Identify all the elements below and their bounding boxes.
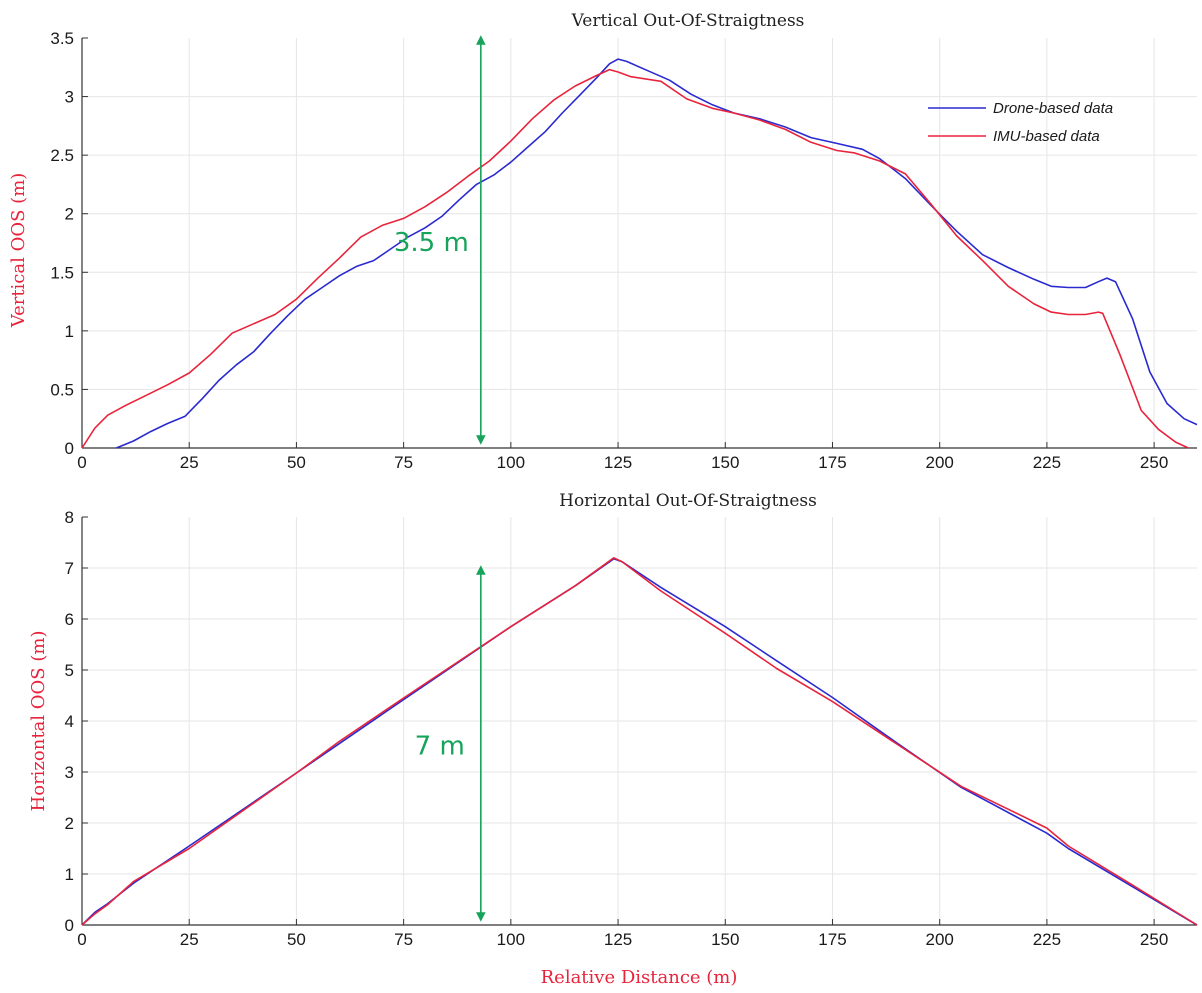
y-tick-label: 3.5 — [50, 29, 74, 48]
legend: Drone-based data IMU-based data — [928, 100, 1113, 145]
y-tick-label: 7 — [65, 559, 74, 578]
y-tick-label: 8 — [65, 508, 74, 527]
x-tick-label: 50 — [287, 453, 306, 472]
series-line-drone — [81, 558, 1198, 926]
axes-frame — [81, 38, 1197, 449]
x-tick-label: 250 — [1140, 453, 1168, 472]
range-label: 3.5 m — [394, 228, 469, 258]
x-tick-label: 175 — [818, 453, 846, 472]
horizontal-oos-chart: Horizontal Out-Of-Straigtness Horizontal… — [28, 491, 1198, 988]
series-line-imu — [81, 68, 1189, 449]
x-ticks: 0 25 50 75 100 125 150 175 200 225 250 — [77, 919, 1168, 949]
y-tick-label: 0 — [65, 439, 74, 458]
x-tick-label: 50 — [287, 930, 306, 949]
series-line-imu — [81, 557, 1198, 926]
grid — [82, 517, 1197, 925]
x-tick-label: 225 — [1033, 930, 1061, 949]
x-tick-label: 125 — [604, 453, 632, 472]
chart-title: Horizontal Out-Of-Straigtness — [559, 491, 817, 511]
y-ticks: 0 1 2 3 4 5 6 7 8 — [65, 508, 88, 935]
x-tick-label: 0 — [77, 930, 86, 949]
x-tick-label: 250 — [1140, 930, 1168, 949]
range-annotation: 7 m — [415, 565, 486, 922]
series-lines — [81, 58, 1198, 449]
y-tick-label: 2 — [65, 814, 74, 833]
series-lines — [81, 557, 1198, 926]
x-tick-label: 75 — [394, 453, 413, 472]
y-tick-label: 3 — [65, 763, 74, 782]
x-tick-label: 150 — [711, 930, 739, 949]
y-axis-label: Horizontal OOS (m) — [28, 631, 49, 812]
range-annotation: 3.5 m — [394, 35, 486, 445]
x-ticks: 0 25 50 75 100 125 150 175 200 225 250 — [77, 442, 1168, 472]
y-axis-label: Vertical OOS (m) — [8, 173, 29, 329]
x-tick-label: 150 — [711, 453, 739, 472]
y-tick-label: 1 — [65, 865, 74, 884]
chart-title: Vertical Out-Of-Straigtness — [571, 11, 805, 31]
x-tick-label: 25 — [180, 453, 199, 472]
x-tick-label: 200 — [926, 453, 954, 472]
legend-label-imu: IMU-based data — [993, 128, 1100, 145]
y-tick-label: 0 — [65, 916, 74, 935]
y-tick-label: 3 — [65, 88, 74, 107]
x-tick-label: 100 — [497, 453, 525, 472]
x-tick-label: 125 — [604, 930, 632, 949]
x-tick-label: 25 — [180, 930, 199, 949]
series-line-drone — [115, 58, 1198, 449]
x-tick-label: 0 — [77, 453, 86, 472]
x-tick-label: 75 — [394, 930, 413, 949]
y-tick-label: 1 — [65, 322, 74, 341]
x-tick-label: 175 — [818, 930, 846, 949]
grid — [82, 38, 1197, 448]
y-tick-label: 5 — [65, 661, 74, 680]
legend-label-drone: Drone-based data — [993, 100, 1113, 117]
y-tick-label: 4 — [65, 712, 74, 731]
y-tick-label: 1.5 — [50, 263, 74, 282]
y-tick-label: 6 — [65, 610, 74, 629]
x-tick-label: 225 — [1033, 453, 1061, 472]
range-label: 7 m — [415, 732, 465, 762]
y-tick-label: 0.5 — [50, 380, 74, 399]
y-tick-label: 2 — [65, 205, 74, 224]
x-tick-label: 200 — [926, 930, 954, 949]
y-tick-label: 2.5 — [50, 146, 74, 165]
vertical-oos-chart: Vertical Out-Of-Straigtness Vertical OOS… — [8, 11, 1198, 472]
x-axis-label: Relative Distance (m) — [541, 967, 738, 988]
y-ticks: 0 0.5 1 1.5 2 2.5 3 3.5 — [50, 29, 88, 458]
x-tick-label: 100 — [497, 930, 525, 949]
